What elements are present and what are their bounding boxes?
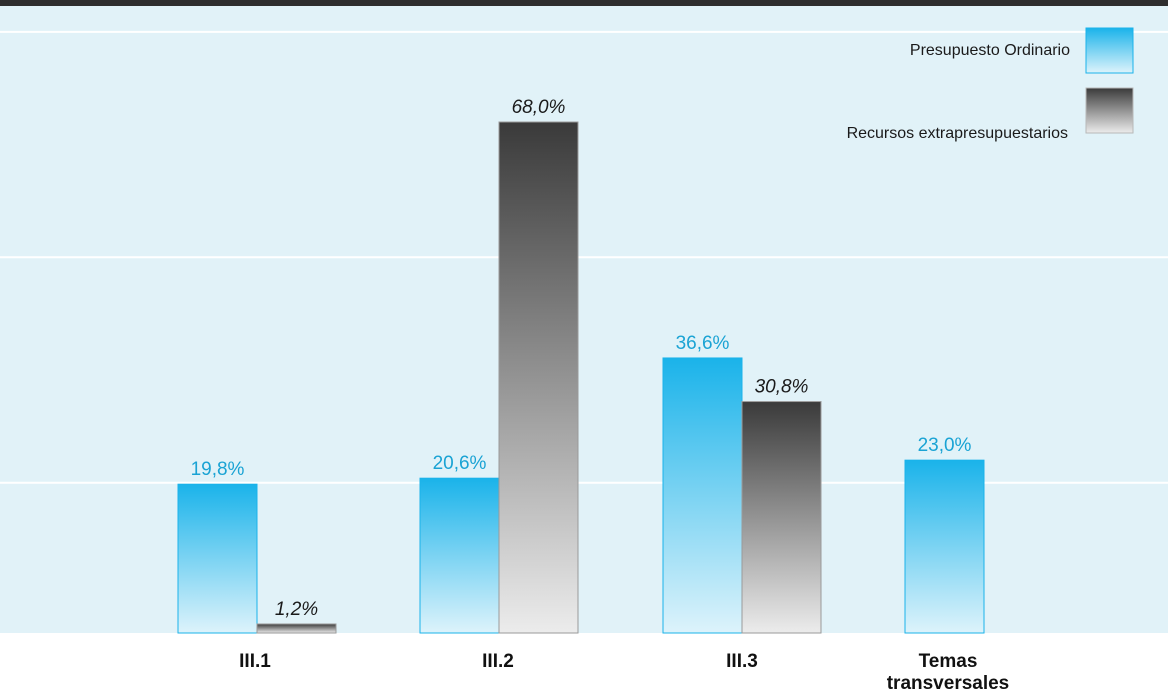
plot-background: [0, 0, 1168, 633]
bar-presupuesto-ordinario-1: [177, 483, 258, 634]
value-label-recursos-extrapresupuestarios-2: 68,0%: [512, 97, 566, 118]
value-label-presupuesto-ordinario-3: 36,6%: [676, 333, 730, 354]
value-label-presupuesto-ordinario-4: 23,0%: [918, 435, 972, 456]
value-label-recursos-extrapresupuestarios-1: 1,2%: [275, 599, 318, 620]
bar-presupuesto-ordinario-3: [662, 357, 743, 634]
legend-label-presupuesto-ordinario: Presupuesto Ordinario: [910, 42, 1070, 59]
top-border-bar: [0, 0, 1168, 6]
category-label-3: III.3: [726, 651, 758, 672]
value-labels: 19,8% 20,6% 36,6% 23,0% 1,2% 68,0% 30,8%: [191, 97, 972, 620]
bar-recursos-extrapresupuestarios-1: [256, 623, 337, 634]
category-label-1: III.1: [239, 651, 271, 672]
value-label-recursos-extrapresupuestarios-3: 30,8%: [755, 377, 809, 398]
bar-recursos-extrapresupuestarios-2: [498, 121, 579, 634]
bar-recursos-extrapresupuestarios-3: [741, 401, 822, 634]
legend-label-recursos-extrapresupuestarios: Recursos extrapresupuestarios: [847, 125, 1068, 142]
bar-presupuesto-ordinario-4: [904, 459, 985, 634]
category-label-4: Temas: [919, 651, 978, 672]
legend-swatch-presupuesto-ordinario: [1085, 27, 1134, 74]
bar-presupuesto-ordinario-2: [419, 477, 500, 634]
bars: [177, 121, 985, 634]
value-label-presupuesto-ordinario-1: 19,8%: [191, 459, 245, 480]
value-label-presupuesto-ordinario-2: 20,6%: [433, 453, 487, 474]
category-label-2: III.2: [482, 651, 514, 672]
legend: Presupuesto Ordinario Recursos extrapres…: [847, 27, 1134, 142]
legend-swatch-recursos-extrapresupuestarios: [1085, 87, 1134, 134]
category-label-4: transversales: [887, 673, 1010, 693]
